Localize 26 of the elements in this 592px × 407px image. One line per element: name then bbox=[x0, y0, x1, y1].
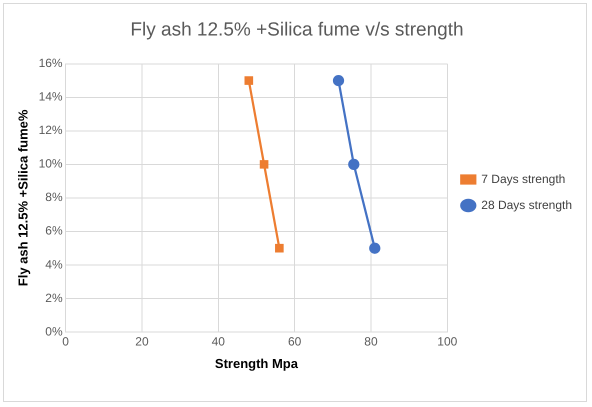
y-tick-label: 16% bbox=[38, 56, 63, 70]
legend-label: 7 Days strength bbox=[481, 172, 566, 186]
x-tick-label: 60 bbox=[288, 334, 302, 349]
y-tick-label: 14% bbox=[38, 90, 63, 104]
y-tick-label: 2% bbox=[45, 290, 63, 305]
x-tick-label: 80 bbox=[364, 334, 378, 349]
point bbox=[369, 242, 380, 254]
x-axis-title: Strength Mpa bbox=[214, 356, 299, 371]
x-tick-label: 0 bbox=[62, 334, 70, 349]
chart-title: Fly ash 12.5% +Silica fume v/s strength bbox=[130, 20, 464, 41]
y-tick-label: 4% bbox=[45, 257, 63, 272]
x-tick-label: 100 bbox=[437, 334, 458, 349]
point bbox=[348, 158, 360, 170]
point bbox=[260, 160, 268, 169]
point bbox=[332, 74, 344, 86]
y-tick-label: 8% bbox=[45, 190, 63, 204]
legend-label: 28 Days strength bbox=[481, 198, 572, 212]
point bbox=[275, 244, 284, 252]
x-tick-label: 40 bbox=[212, 334, 226, 349]
y-tick-label: 6% bbox=[45, 224, 63, 238]
point bbox=[244, 76, 254, 85]
y-tick-label: 10% bbox=[38, 156, 63, 171]
y-axis-title: Fly ash 12.5% +Silica fume% bbox=[15, 109, 30, 286]
y-tick-label: 12% bbox=[38, 123, 63, 138]
x-tick-label: 20 bbox=[135, 334, 149, 349]
y-tick-label: 0% bbox=[45, 324, 63, 338]
